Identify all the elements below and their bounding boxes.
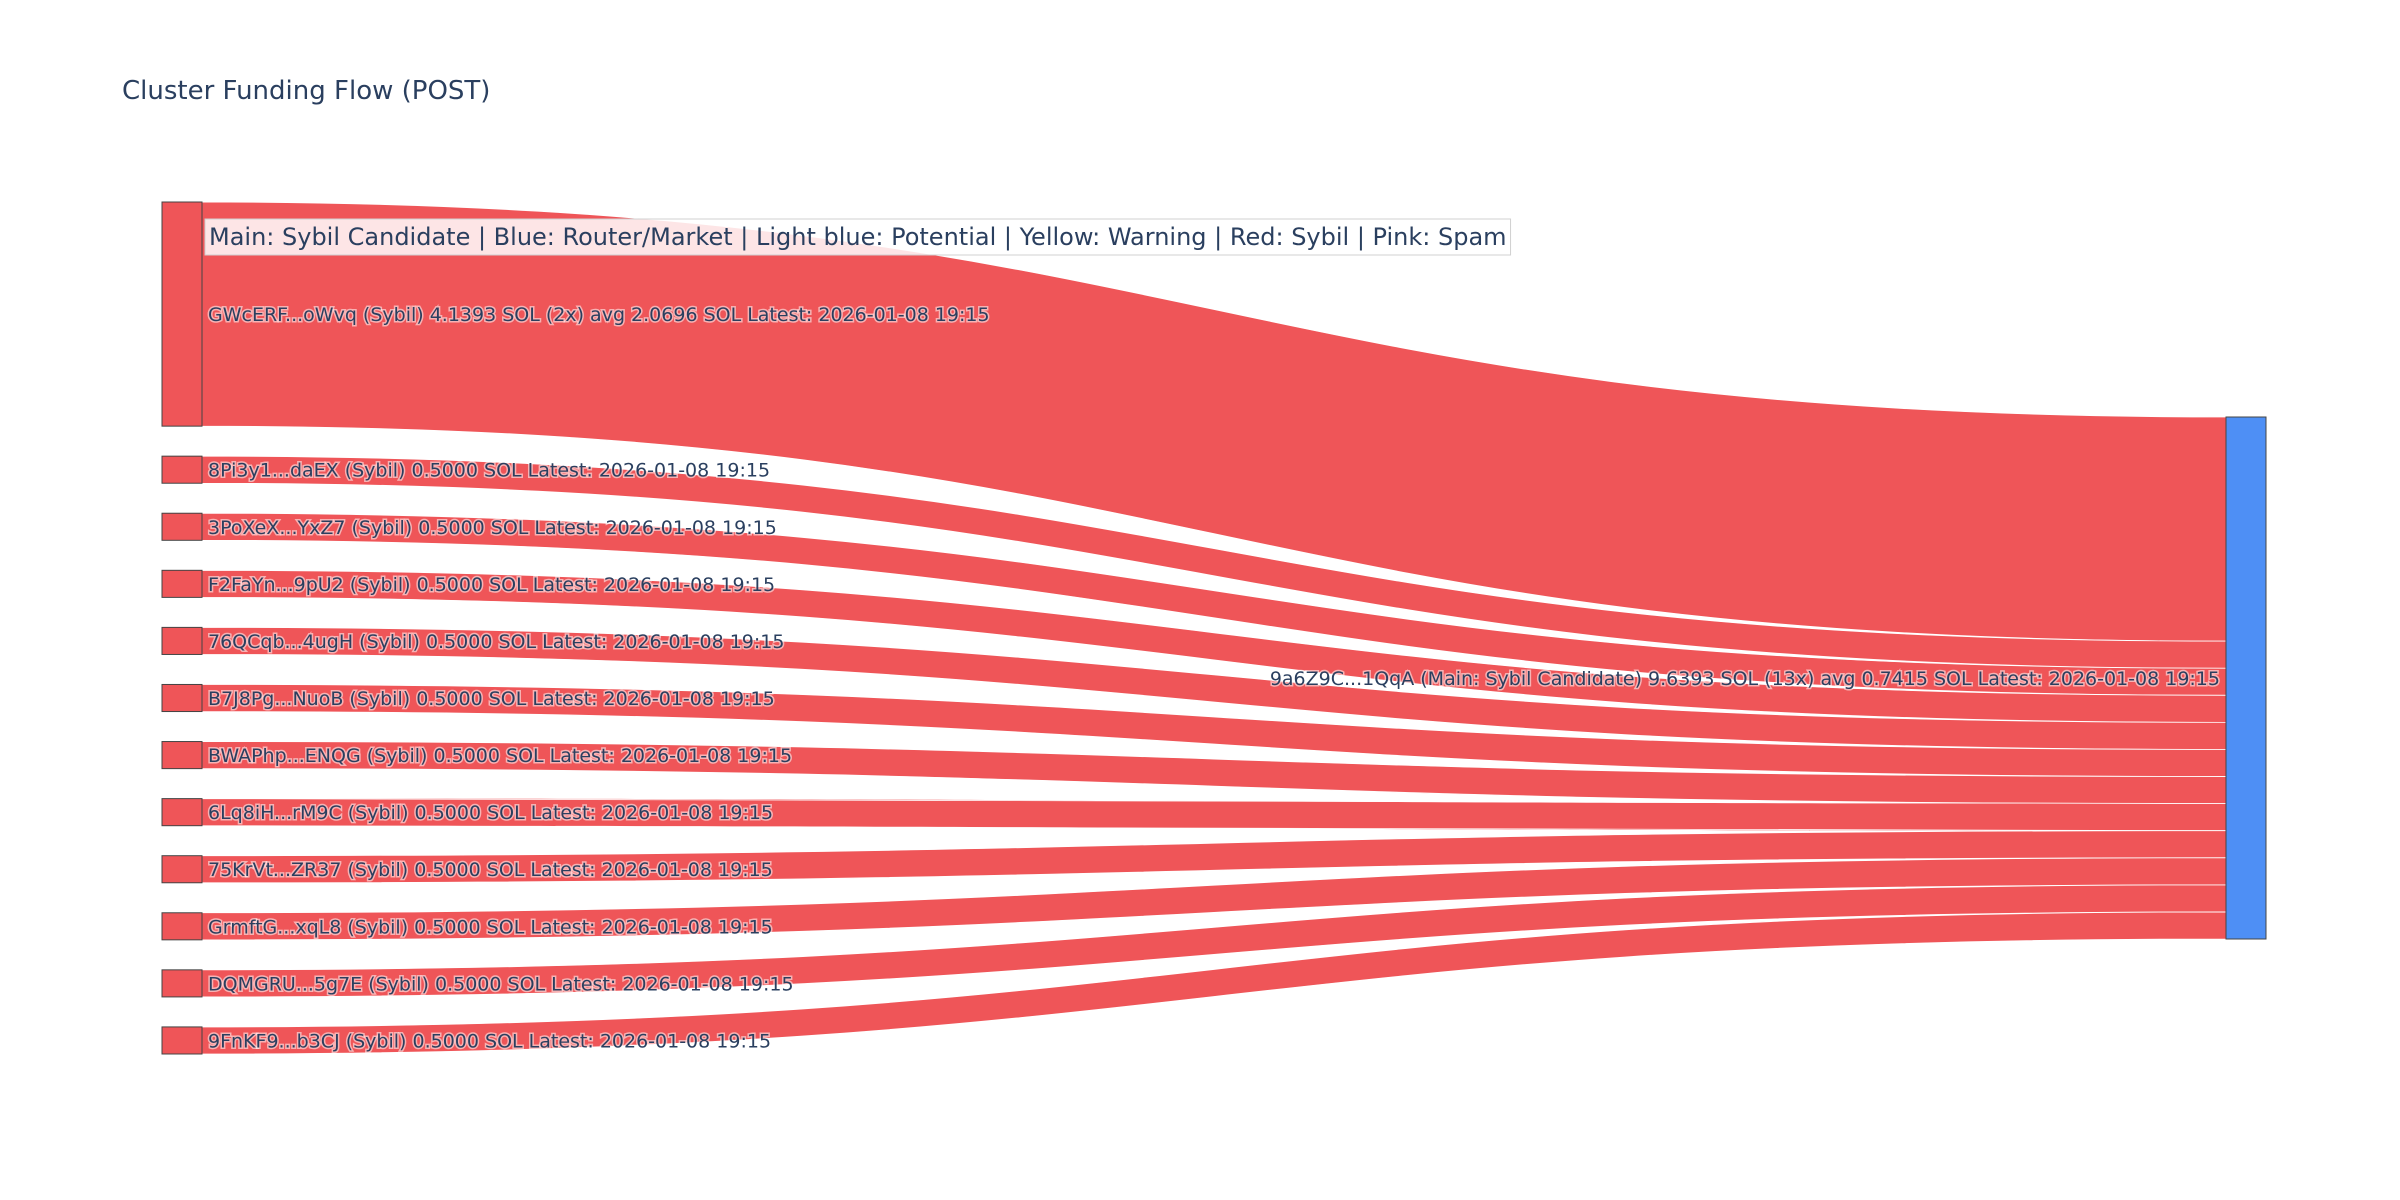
source-node-label-0: GWcERF...oWvq (Sybil) 4.1393 SOL (2x) av… [208,304,990,326]
source-node-10[interactable] [161,969,203,998]
sankey-labels: GWcERF...oWvq (Sybil) 4.1393 SOL (2x) av… [207,303,2222,1054]
source-node-11[interactable] [161,1026,203,1055]
source-node-3[interactable] [161,569,203,598]
source-node-2[interactable] [161,512,203,541]
main-node-label: 9a6Z9C...1QqA (Main: Sybil Candidate) 9.… [1270,668,2220,690]
source-node-1[interactable] [161,455,203,484]
chart-title: Cluster Funding Flow (POST) [122,76,490,106]
source-node-7[interactable] [161,798,203,827]
source-node-label-2: 3PoXeX...YxZ7 (Sybil) 0.5000 SOL Latest:… [208,517,777,539]
sankey-nodes [161,201,2267,1055]
source-node-label-11: 9FnKF9...b3CJ (Sybil) 0.5000 SOL Latest:… [208,1030,771,1052]
legend-note: Main: Sybil Candidate | Blue: Router/Mar… [204,218,1512,256]
source-node-label-10: DQMGRU...5g7E (Sybil) 0.5000 SOL Latest:… [208,973,794,995]
source-node-8[interactable] [161,855,203,884]
source-node-label-8: 75KrVt...ZR37 (Sybil) 0.5000 SOL Latest:… [208,859,773,881]
source-node-label-3: F2FaYn...9pU2 (Sybil) 0.5000 SOL Latest:… [208,574,775,596]
source-node-6[interactable] [161,741,203,770]
sankey-links [201,201,2227,1055]
source-node-label-6: BWAPhp...ENQG (Sybil) 0.5000 SOL Latest:… [208,745,792,767]
source-node-label-5: B7J8Pg...NuoB (Sybil) 0.5000 SOL Latest:… [208,688,775,710]
source-node-0[interactable] [161,201,203,427]
source-node-label-9: GrmftG...xqL8 (Sybil) 0.5000 SOL Latest:… [208,916,773,938]
source-node-label-1: 8Pi3y1...daEX (Sybil) 0.5000 SOL Latest:… [208,460,770,482]
source-node-label-4: 76QCqb...4ugH (Sybil) 0.5000 SOL Latest:… [208,631,784,653]
source-node-5[interactable] [161,683,203,713]
main-node[interactable] [2225,416,2267,940]
source-node-label-7: 6Lq8iH...rM9C (Sybil) 0.5000 SOL Latest:… [208,802,773,824]
legend-note-text: Main: Sybil Candidate | Blue: Router/Mar… [209,223,1507,251]
source-node-9[interactable] [161,912,203,941]
legend-note-box [204,218,1512,256]
source-node-4[interactable] [161,626,203,655]
